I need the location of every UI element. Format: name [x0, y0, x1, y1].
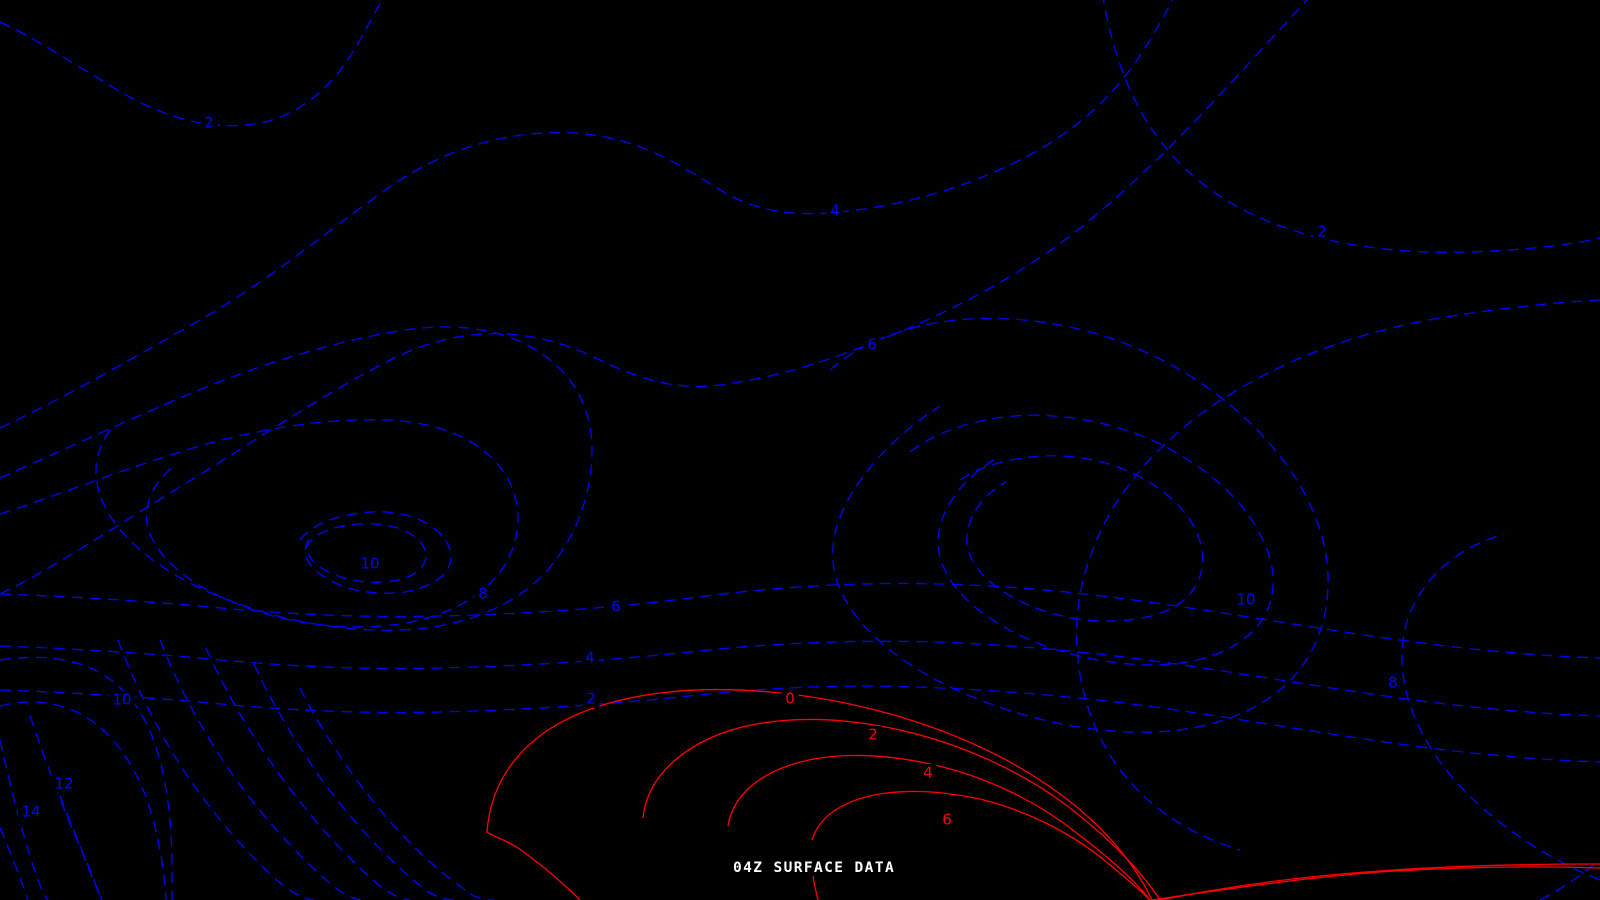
contour-label-halo — [357, 555, 383, 573]
contour-line — [0, 739, 49, 900]
contour-value-label: 6 — [867, 336, 877, 354]
contour-label-layer: 2 4 2 6 10 8 10 6 4 8 10 2 0 2 4 12 6 14 — [18, 114, 1402, 829]
contour-label-halo — [1384, 674, 1402, 692]
contour-line — [0, 419, 519, 628]
contour-line — [909, 414, 1274, 666]
contour-line — [1539, 859, 1600, 900]
contour-label-halo — [51, 775, 77, 793]
contour-value-label: 8 — [1388, 674, 1398, 692]
contour-value-label: 8 — [478, 585, 488, 603]
contour-label-halo — [781, 690, 799, 708]
contour-label-halo — [919, 764, 937, 782]
contour-line — [1159, 863, 1600, 900]
contour-line — [0, 326, 593, 631]
contour-line — [486, 831, 581, 900]
contour-line — [812, 875, 819, 900]
contour-value-label: 0 — [785, 690, 795, 708]
contour-line — [159, 639, 363, 900]
contour-value-label: 2 — [868, 726, 878, 744]
contour-label-halo — [474, 585, 492, 603]
contour-line — [0, 582, 1600, 659]
contour-value-label: 10 — [1236, 591, 1255, 609]
contour-label-halo — [581, 649, 599, 667]
contour-line — [299, 687, 495, 900]
contour-line — [1401, 533, 1600, 881]
contour-label-halo — [109, 691, 135, 709]
contour-line — [1102, 0, 1600, 253]
contour-line — [205, 647, 411, 900]
contour-label-halo — [200, 114, 218, 132]
contour-line — [0, 685, 1600, 763]
contour-value-label: 4 — [923, 764, 933, 782]
contour-line — [0, 640, 1600, 717]
contour-value-label: 6 — [611, 598, 621, 616]
contour-value-label: 14 — [21, 803, 40, 821]
contour-line — [0, 0, 383, 127]
contour-line — [0, 656, 173, 900]
contour-value-label: 10 — [112, 691, 131, 709]
contour-label-halo — [863, 336, 881, 354]
contour-line — [1151, 866, 1600, 900]
contour-line — [117, 639, 315, 900]
contour-value-label: 4 — [830, 202, 840, 220]
contour-label-halo — [1313, 223, 1331, 241]
contour-line — [1075, 299, 1600, 851]
contour-line — [486, 688, 1153, 900]
contour-value-label: 2 — [1317, 223, 1327, 241]
contour-line — [299, 511, 452, 594]
contour-value-label: 10 — [360, 555, 379, 573]
contour-line — [0, 827, 29, 900]
contour-line — [253, 663, 455, 900]
contour-label-halo — [582, 690, 600, 708]
contour-value-label: 2 — [586, 690, 596, 708]
contour-value-label: 6 — [942, 811, 952, 829]
contour-label-halo — [938, 811, 956, 829]
contour-value-label: 4 — [585, 649, 595, 667]
contour-value-label: 12 — [54, 775, 73, 793]
contour-label-halo — [864, 726, 882, 744]
contour-line — [0, 0, 1174, 429]
contour-line — [305, 523, 427, 583]
contour-line — [0, 701, 167, 900]
contour-label-halo — [18, 803, 44, 821]
contour-line — [811, 790, 1151, 900]
contour-value-label: 2 — [204, 114, 214, 132]
contour-label-halo — [607, 598, 625, 616]
contour-line — [59, 795, 103, 900]
contour-label-halo — [826, 202, 844, 220]
contour-label-halo — [1233, 591, 1259, 609]
